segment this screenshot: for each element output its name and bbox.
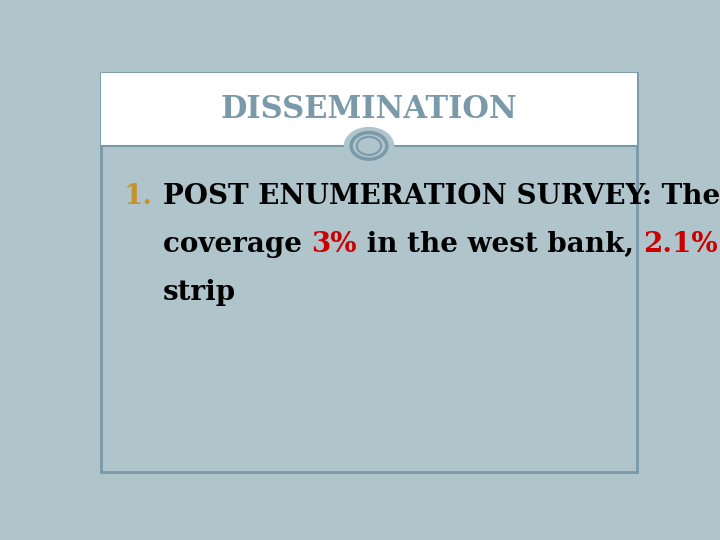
Text: POST ENUMERATION SURVEY: The under: POST ENUMERATION SURVEY: The under bbox=[163, 183, 720, 210]
FancyBboxPatch shape bbox=[101, 73, 637, 146]
Circle shape bbox=[344, 127, 394, 164]
Text: strip: strip bbox=[163, 279, 235, 306]
Text: 2.1%: 2.1% bbox=[643, 231, 718, 258]
Text: DISSEMINATION: DISSEMINATION bbox=[220, 94, 518, 125]
Text: 3%: 3% bbox=[311, 231, 356, 258]
Text: coverage: coverage bbox=[163, 231, 311, 258]
Text: in gaza: in gaza bbox=[718, 231, 720, 258]
Text: 1.: 1. bbox=[124, 183, 153, 210]
Text: in the west bank,: in the west bank, bbox=[356, 231, 643, 258]
FancyBboxPatch shape bbox=[101, 73, 637, 472]
